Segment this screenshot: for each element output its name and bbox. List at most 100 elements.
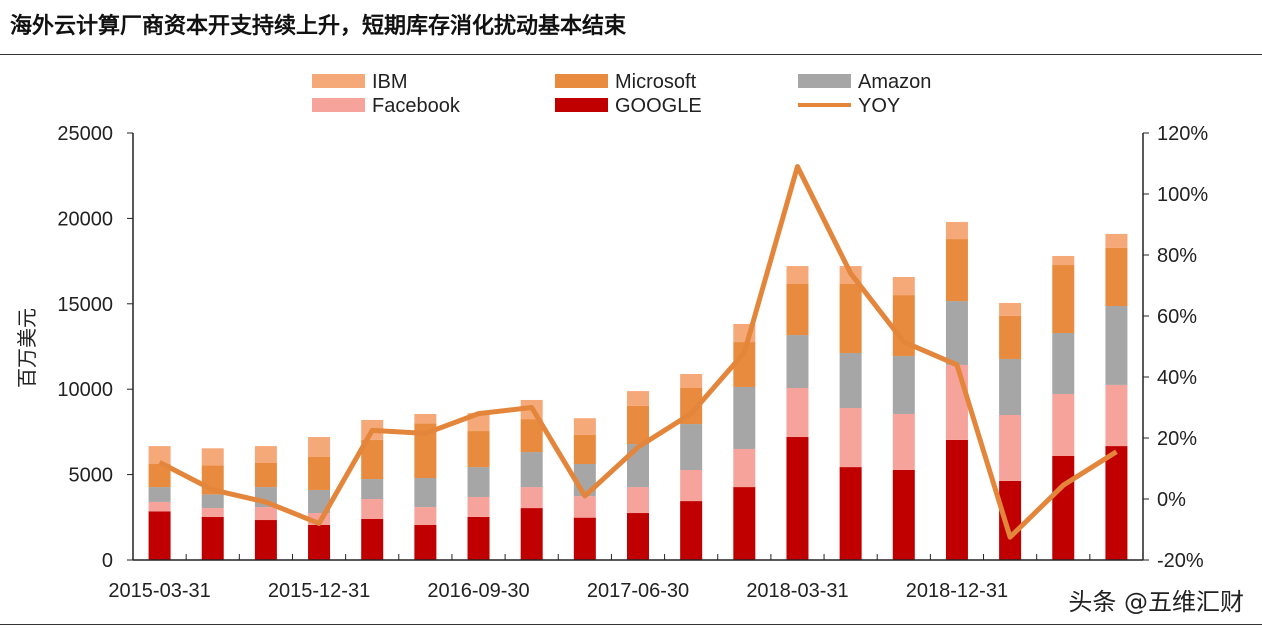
y2-tick-label: 120% xyxy=(1157,123,1208,145)
bar-ibm-2015-03-31 xyxy=(148,446,171,465)
bar-facebook-2017-03-31 xyxy=(573,496,596,518)
y-tick-label: 15000 xyxy=(57,294,113,316)
y2-tick-label: 80% xyxy=(1157,245,1197,267)
bar-facebook-2015-03-31 xyxy=(148,501,171,512)
bar-amazon-2019-03-31 xyxy=(999,358,1022,415)
bar-amazon-2016-03-31 xyxy=(361,479,384,500)
legend-swatch-google xyxy=(555,98,608,112)
bar-google-2015-12-31 xyxy=(308,524,331,560)
bar-ibm-2019-09-30 xyxy=(1105,233,1128,248)
bar-ibm-2019-03-31 xyxy=(999,302,1022,316)
y-tick-label: 10000 xyxy=(57,379,113,401)
bar-microsoft-2017-03-31 xyxy=(573,434,596,465)
legend-swatch-microsoft xyxy=(555,74,608,88)
y-axis-label: 百万美元 xyxy=(16,308,39,388)
bar-google-2015-09-30 xyxy=(254,520,277,560)
y-tick-label: 20000 xyxy=(57,208,113,230)
legend-label-yoy: YOY xyxy=(858,95,900,117)
bar-google-2017-12-31 xyxy=(733,487,756,560)
bar-ibm-2017-03-31 xyxy=(573,418,596,435)
legend-label-microsoft: Microsoft xyxy=(615,71,697,93)
x-tick-label: 2015-12-31 xyxy=(268,580,370,602)
bar-amazon-2018-06-30 xyxy=(839,352,862,408)
y-tick-label: 0 xyxy=(102,550,113,572)
x-tick-label: 2017-06-30 xyxy=(587,580,689,602)
bar-facebook-2018-03-31 xyxy=(786,388,809,438)
bar-google-2016-03-31 xyxy=(361,519,384,560)
legend-label-ibm: IBM xyxy=(372,71,408,93)
bar-microsoft-2016-06-30 xyxy=(414,423,437,479)
yoy-line xyxy=(158,164,1118,540)
bar-ibm-2017-06-30 xyxy=(627,391,649,406)
legend-label-facebook: Facebook xyxy=(372,95,461,117)
bar-microsoft-2018-03-31 xyxy=(786,283,809,336)
legend-label-amazon: Amazon xyxy=(858,71,931,93)
bar-google-2019-03-31 xyxy=(999,480,1022,560)
x-tick-label: 2018-03-31 xyxy=(746,580,848,602)
watermark: 头条 @五维汇财 xyxy=(1068,588,1244,616)
bar-facebook-2019-09-30 xyxy=(1105,384,1128,447)
bar-google-2016-12-31 xyxy=(520,508,543,560)
x-tick-label: 2018-12-31 xyxy=(906,580,1008,602)
bar-microsoft-2016-12-31 xyxy=(520,419,543,453)
title-divider xyxy=(0,54,1262,55)
bar-ibm-2016-06-30 xyxy=(414,413,437,424)
bar-facebook-2018-12-31 xyxy=(945,364,968,440)
bar-ibm-2018-12-31 xyxy=(945,221,968,240)
bar-google-2017-06-30 xyxy=(627,513,649,560)
y2-tick-label: 40% xyxy=(1157,367,1197,389)
bars xyxy=(148,221,1128,560)
bar-google-2016-06-30 xyxy=(414,524,437,560)
legend-swatch-amazon xyxy=(798,74,851,88)
bar-ibm-2018-03-31 xyxy=(786,266,809,284)
bar-facebook-2015-09-30 xyxy=(254,507,277,521)
bar-amazon-2017-12-31 xyxy=(733,386,756,449)
bar-google-2018-09-30 xyxy=(892,469,915,560)
y2-tick-label: 100% xyxy=(1157,184,1208,206)
bar-ibm-2018-09-30 xyxy=(892,276,915,296)
bar-facebook-2019-06-30 xyxy=(1052,393,1075,456)
x-tick-label: 2015-03-31 xyxy=(108,580,210,602)
bar-microsoft-2019-06-30 xyxy=(1052,265,1075,334)
bar-google-2016-09-30 xyxy=(467,516,490,560)
bar-google-2017-03-31 xyxy=(573,517,596,560)
bar-amazon-2019-09-30 xyxy=(1105,306,1128,385)
bar-facebook-2017-06-30 xyxy=(627,487,649,514)
bar-microsoft-2015-09-30 xyxy=(254,462,277,488)
bar-amazon-2015-12-31 xyxy=(308,489,331,514)
bar-amazon-2018-03-31 xyxy=(786,335,809,389)
bar-facebook-2017-12-31 xyxy=(733,448,756,488)
bar-facebook-2016-03-31 xyxy=(361,499,384,520)
bar-microsoft-2016-03-31 xyxy=(361,439,384,480)
y2-tick-label: 60% xyxy=(1157,306,1197,328)
legend-swatch-facebook xyxy=(312,98,365,112)
bar-google-2018-06-30 xyxy=(839,467,862,560)
bar-microsoft-2016-09-30 xyxy=(467,431,490,468)
bar-facebook-2016-09-30 xyxy=(467,496,490,517)
bar-microsoft-2015-03-31 xyxy=(148,464,171,488)
bottom-divider xyxy=(0,624,1262,625)
bar-facebook-2016-06-30 xyxy=(414,507,437,525)
bar-ibm-2019-06-30 xyxy=(1052,255,1075,266)
bar-ibm-2015-12-31 xyxy=(308,437,331,458)
bar-ibm-2015-06-30 xyxy=(201,448,224,466)
bar-amazon-2017-09-30 xyxy=(680,424,703,470)
bar-google-2018-03-31 xyxy=(786,437,809,560)
bar-facebook-2017-09-30 xyxy=(680,469,703,502)
bar-microsoft-2017-06-30 xyxy=(627,405,649,445)
bar-microsoft-2015-12-31 xyxy=(308,457,331,490)
bar-google-2019-09-30 xyxy=(1105,446,1128,560)
bar-amazon-2016-12-31 xyxy=(520,452,543,488)
bar-google-2015-03-31 xyxy=(148,511,171,560)
bar-amazon-2019-06-30 xyxy=(1052,333,1075,394)
legend-swatch-ibm xyxy=(312,74,365,88)
legend-label-google: GOOGLE xyxy=(615,95,702,117)
bar-microsoft-2017-12-31 xyxy=(733,342,756,387)
bar-microsoft-2018-09-30 xyxy=(892,295,915,357)
bar-amazon-2016-06-30 xyxy=(414,478,437,508)
bar-google-2019-06-30 xyxy=(1052,455,1075,560)
bar-ibm-2017-09-30 xyxy=(680,373,703,389)
legend: IBM Microsoft Amazon Facebook GOOGLE YOY xyxy=(312,71,931,117)
bar-facebook-2019-03-31 xyxy=(999,414,1022,481)
